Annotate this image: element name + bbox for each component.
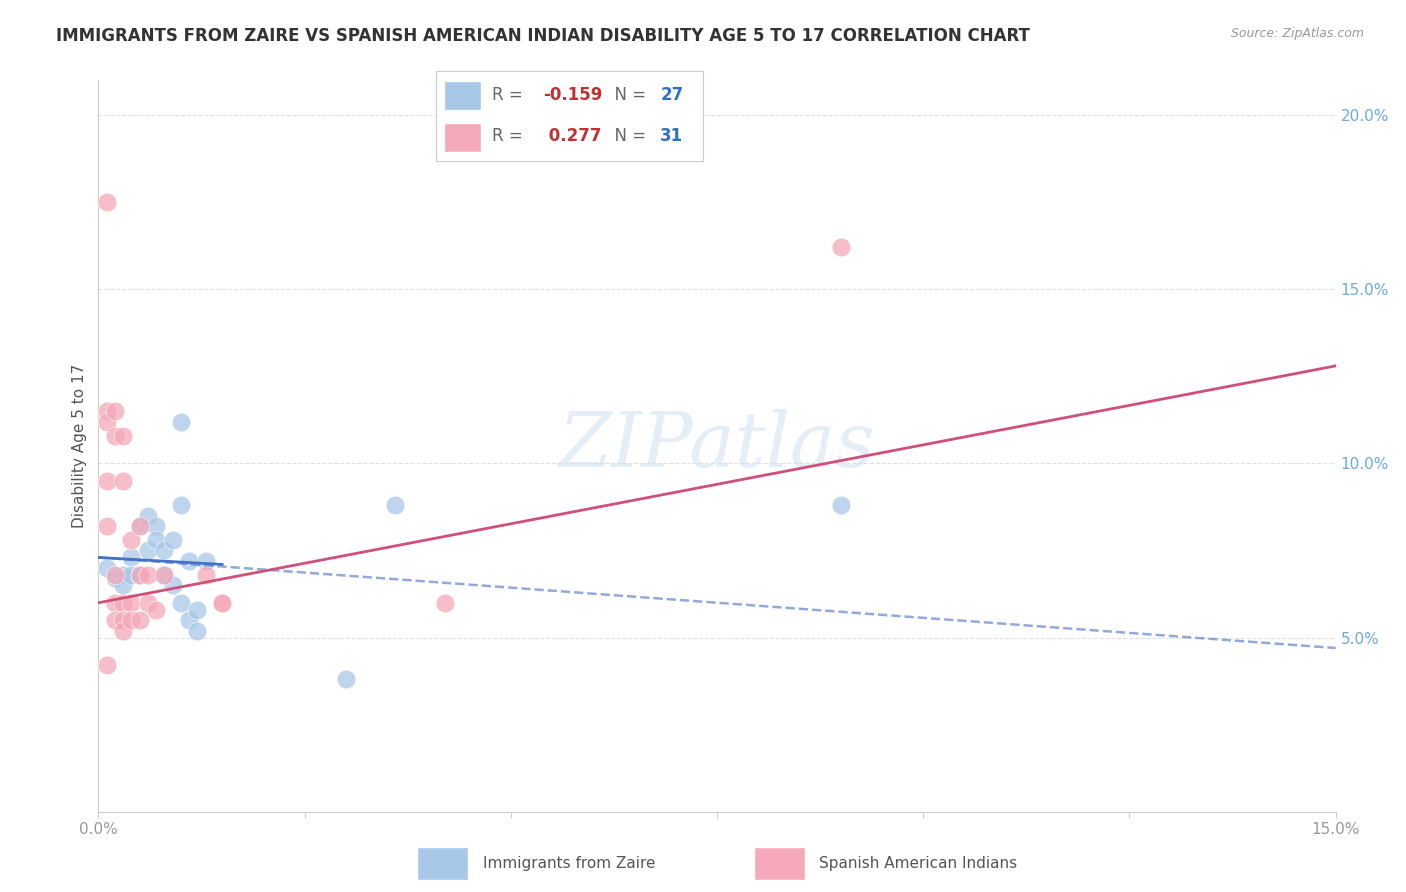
Point	[112, 596, 135, 610]
Point	[335, 673, 357, 687]
Point	[433, 596, 456, 610]
Point	[179, 613, 201, 627]
Y-axis label: Disability Age 5 to 17: Disability Age 5 to 17	[72, 364, 87, 528]
Point	[136, 596, 159, 610]
Point	[153, 567, 176, 582]
Point	[120, 567, 142, 582]
Point	[104, 428, 127, 442]
Point	[162, 533, 184, 547]
Point	[120, 550, 142, 565]
Point	[211, 596, 233, 610]
Point	[194, 567, 217, 582]
Point	[136, 543, 159, 558]
Point	[830, 498, 852, 512]
FancyBboxPatch shape	[444, 123, 481, 152]
Point	[153, 543, 176, 558]
Point	[170, 596, 193, 610]
Point	[145, 519, 167, 533]
FancyBboxPatch shape	[754, 847, 804, 880]
Text: ZIPatlas: ZIPatlas	[558, 409, 876, 483]
Text: 27: 27	[661, 87, 683, 104]
Text: 31: 31	[661, 128, 683, 145]
Text: R =: R =	[492, 87, 529, 104]
FancyBboxPatch shape	[418, 847, 468, 880]
Text: N =: N =	[605, 87, 651, 104]
Text: Immigrants from Zaire: Immigrants from Zaire	[484, 855, 655, 871]
Point	[96, 519, 118, 533]
FancyBboxPatch shape	[444, 81, 481, 110]
Point	[384, 498, 406, 512]
Point	[104, 596, 127, 610]
Point	[128, 567, 150, 582]
Point	[96, 195, 118, 210]
Point	[128, 613, 150, 627]
Point	[96, 474, 118, 488]
Point	[170, 415, 193, 429]
Point	[112, 613, 135, 627]
Point	[96, 561, 118, 575]
Point	[96, 404, 118, 418]
Point	[179, 554, 201, 568]
Point	[186, 603, 208, 617]
Point	[104, 567, 127, 582]
Point	[112, 578, 135, 592]
Point	[112, 624, 135, 638]
Text: 0.277: 0.277	[543, 128, 602, 145]
Point	[112, 567, 135, 582]
Point	[162, 578, 184, 592]
Text: -0.159: -0.159	[543, 87, 602, 104]
Point	[153, 567, 176, 582]
Point	[830, 240, 852, 254]
Point	[104, 571, 127, 585]
Point	[194, 554, 217, 568]
Text: IMMIGRANTS FROM ZAIRE VS SPANISH AMERICAN INDIAN DISABILITY AGE 5 TO 17 CORRELAT: IMMIGRANTS FROM ZAIRE VS SPANISH AMERICA…	[56, 27, 1031, 45]
Point	[104, 404, 127, 418]
Point	[136, 567, 159, 582]
Point	[145, 533, 167, 547]
Point	[136, 508, 159, 523]
Point	[120, 533, 142, 547]
Point	[128, 567, 150, 582]
Point	[170, 498, 193, 512]
Point	[112, 428, 135, 442]
Point	[112, 474, 135, 488]
Text: Spanish American Indians: Spanish American Indians	[820, 855, 1018, 871]
Point	[120, 613, 142, 627]
Point	[96, 658, 118, 673]
Point	[104, 613, 127, 627]
Point	[96, 415, 118, 429]
Point	[120, 596, 142, 610]
Text: R =: R =	[492, 128, 529, 145]
Point	[128, 519, 150, 533]
Text: Source: ZipAtlas.com: Source: ZipAtlas.com	[1230, 27, 1364, 40]
Point	[186, 624, 208, 638]
Point	[145, 603, 167, 617]
Point	[211, 596, 233, 610]
Text: N =: N =	[605, 128, 651, 145]
Point	[128, 519, 150, 533]
